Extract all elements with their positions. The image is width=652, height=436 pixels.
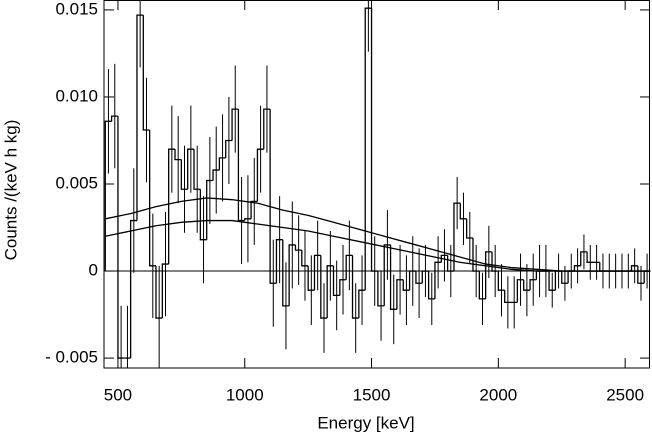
histogram-step	[485, 251, 493, 299]
histogram-step	[453, 202, 461, 272]
histogram-step	[307, 265, 315, 291]
histogram-step	[339, 279, 347, 296]
histogram-step	[548, 271, 556, 291]
histogram-step	[491, 251, 499, 272]
histogram-step	[472, 237, 480, 272]
x-tick-label: 1000	[226, 385, 264, 404]
histogram-step	[465, 218, 473, 239]
x-tick-label: 1500	[353, 385, 391, 404]
histogram-step	[332, 265, 340, 297]
histogram-step	[294, 244, 302, 251]
histogram-step	[269, 109, 277, 284]
histogram-step	[301, 250, 309, 267]
histogram-step	[288, 244, 296, 306]
histogram-step	[389, 244, 397, 310]
histogram-step	[161, 263, 169, 319]
histogram-step	[529, 279, 537, 291]
histogram-step	[402, 279, 410, 291]
histogram-step	[212, 169, 220, 181]
histogram-step	[421, 270, 429, 284]
histogram-step	[440, 254, 448, 263]
histogram-step	[364, 7, 372, 291]
histogram-step	[142, 15, 150, 131]
histogram-step	[326, 265, 334, 319]
histogram-step	[263, 108, 271, 150]
histogram-step	[244, 218, 252, 221]
model-curve	[105, 219, 651, 272]
histogram-step	[408, 270, 416, 291]
histogram-step	[282, 239, 290, 307]
y-tick-label: 0.010	[55, 86, 98, 105]
y-tick-label: - 0.005	[45, 348, 98, 367]
histogram-step	[497, 271, 505, 291]
histogram-step	[351, 255, 359, 319]
x-tick-label: 2500	[606, 385, 644, 404]
histogram-step	[187, 148, 195, 190]
plot-frame	[103, 0, 650, 369]
histogram-step	[256, 148, 264, 202]
histogram-step	[313, 254, 321, 291]
histogram-step	[180, 159, 188, 190]
histogram-step	[478, 271, 486, 300]
histogram-step	[231, 108, 239, 141]
histogram-step	[218, 157, 226, 171]
y-tick-label: 0	[89, 261, 98, 280]
histogram-step	[225, 139, 233, 158]
histogram-step	[174, 149, 182, 161]
histogram-step	[396, 279, 404, 310]
histogram-step	[580, 251, 588, 266]
model-curve	[105, 197, 651, 272]
histogram-step	[117, 116, 125, 359]
histogram-step	[427, 271, 435, 300]
histogram-step	[104, 120, 112, 272]
histogram-step	[516, 279, 524, 303]
histogram-step	[237, 109, 245, 222]
y-tick-label: 0.015	[55, 0, 98, 18]
histogram-step	[415, 271, 423, 284]
histogram-step	[250, 200, 258, 219]
histogram-step	[523, 279, 531, 291]
histogram-step	[193, 149, 201, 190]
histogram-step	[358, 289, 366, 319]
histogram-step	[275, 239, 283, 284]
y-axis-label: Counts /(keV h kg)	[1, 120, 20, 261]
histogram-step	[370, 8, 378, 272]
histogram-step	[129, 219, 137, 359]
histogram-step	[383, 244, 391, 306]
histogram-step	[168, 148, 176, 265]
histogram-step	[459, 203, 467, 220]
histogram-step	[434, 261, 442, 299]
histogram-step	[446, 255, 454, 272]
histogram-step	[320, 255, 328, 319]
histogram-step	[148, 130, 156, 267]
y-tick-label: 0.005	[55, 173, 98, 192]
x-axis-label: Energy [keV]	[317, 413, 414, 432]
histogram-step	[504, 290, 512, 304]
histogram-step	[377, 271, 385, 307]
histogram-step	[110, 115, 118, 122]
histogram-step	[345, 254, 353, 280]
histogram-step	[199, 189, 207, 241]
histogram-step	[155, 265, 163, 319]
x-tick-label: 500	[104, 385, 132, 404]
histogram-step	[561, 271, 569, 284]
histogram-step	[136, 14, 144, 221]
histogram-step	[573, 265, 581, 272]
x-tick-label: 2000	[479, 385, 517, 404]
histogram-step	[630, 265, 638, 272]
histogram-step	[586, 251, 594, 263]
